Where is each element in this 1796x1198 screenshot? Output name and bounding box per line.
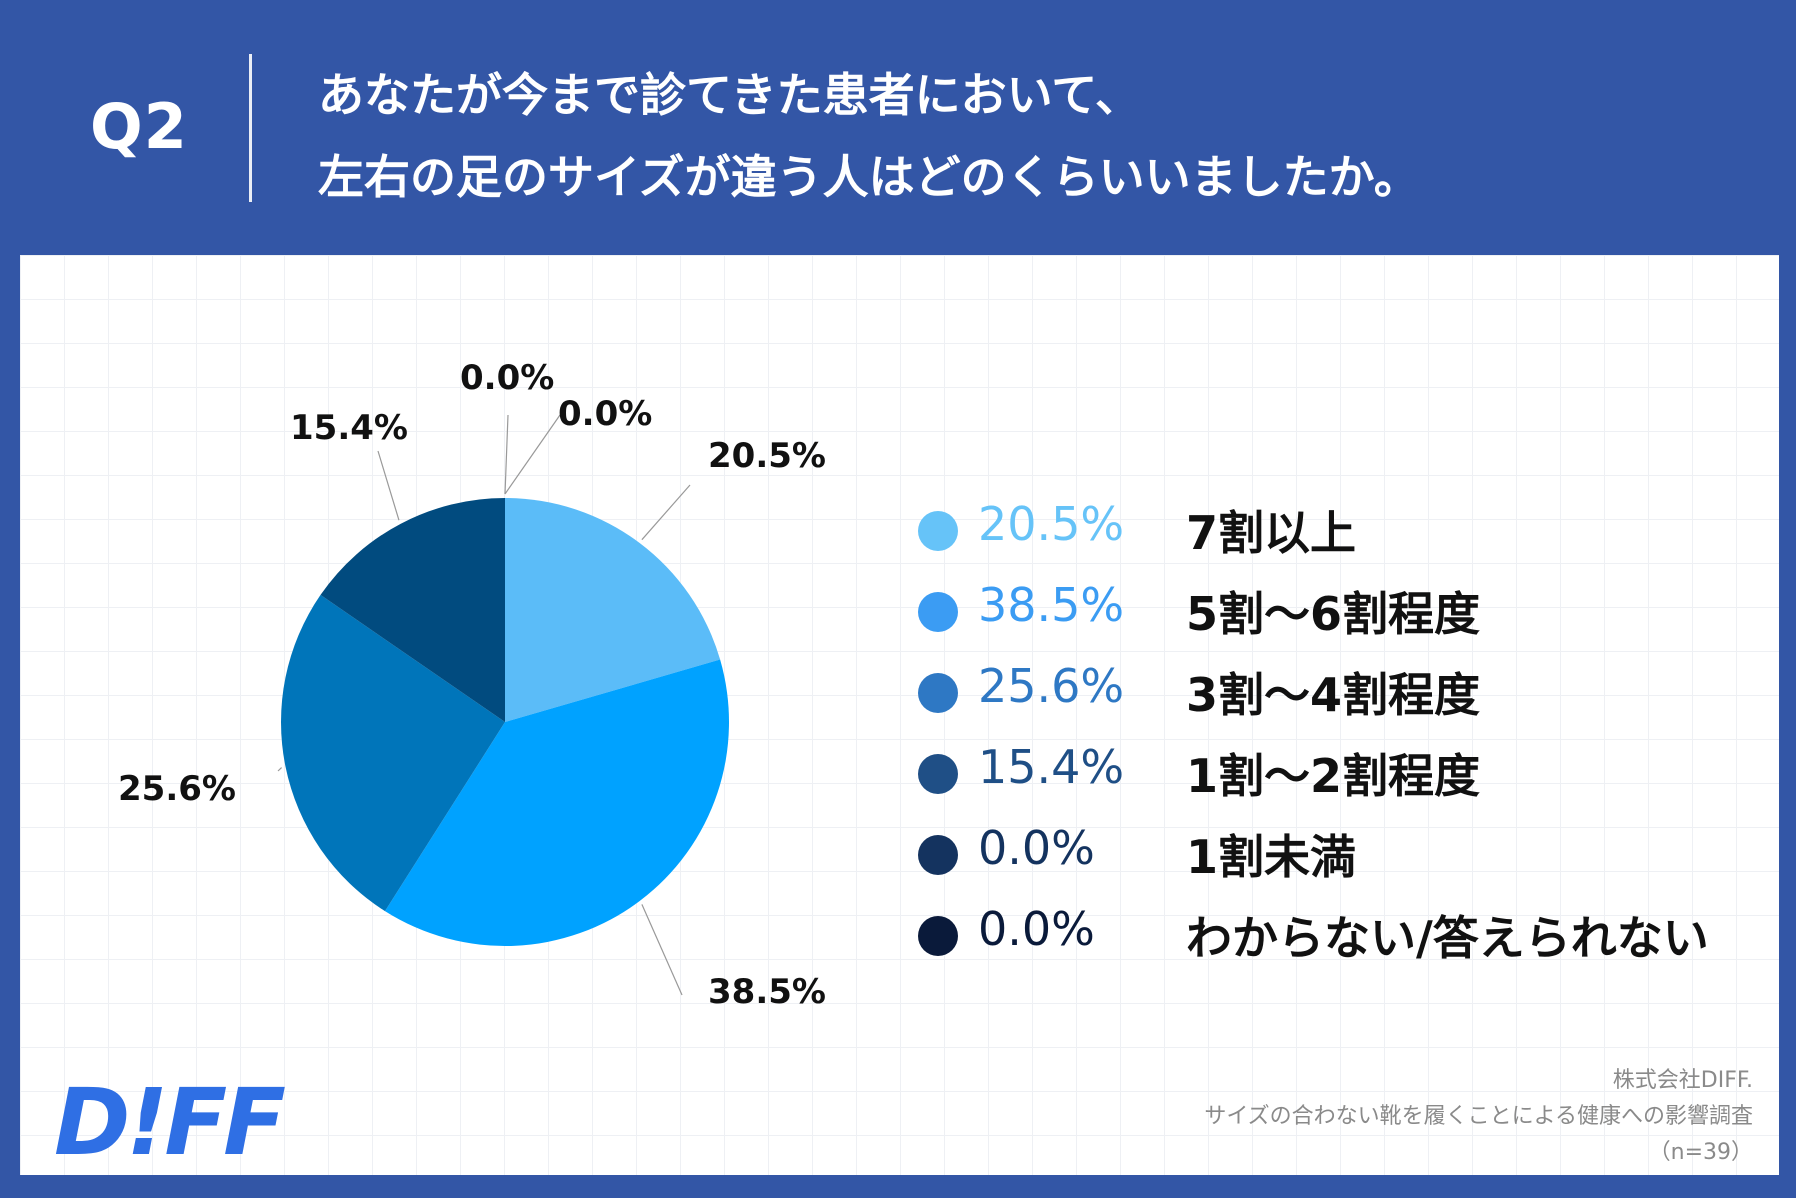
- data-label: 38.5%: [708, 972, 826, 1012]
- legend-dot-icon: [918, 754, 958, 794]
- legend-label: 3割〜4割程度: [1186, 668, 1481, 722]
- data-label: 20.5%: [708, 436, 826, 476]
- legend-row: 25.6% 3割〜4割程度: [918, 649, 1738, 730]
- legend-row: 0.0% 1割未満: [918, 811, 1738, 892]
- source-company: 株式会社DIFF.: [1612, 1068, 1753, 1093]
- legend-label: 7割以上: [1186, 506, 1357, 560]
- legend-label: わからない/答えられない: [1186, 911, 1709, 965]
- pie-slice: [384, 659, 729, 946]
- legend-row: 20.5% 7割以上: [918, 487, 1738, 568]
- leader-line: [377, 450, 400, 521]
- legend-row: 38.5% 5割〜6割程度: [918, 568, 1738, 649]
- legend-dot-icon: [918, 673, 958, 713]
- legend-percent: 0.0%: [978, 902, 1095, 956]
- question-label: Q2: [90, 90, 188, 163]
- pie-slice: [281, 594, 505, 912]
- data-label: 0.0%: [460, 358, 554, 398]
- legend-row: 15.4% 1割〜2割程度: [918, 730, 1738, 811]
- legend: 20.5% 7割以上 38.5% 5割〜6割程度 25.6% 3割〜4割程度 1…: [918, 487, 1738, 973]
- pie-chart: 20.5% 38.5% 25.6% 15.4% 0.0%0.0%: [118, 358, 826, 1012]
- leader-line: [504, 414, 561, 495]
- data-label: 0.0%: [558, 394, 652, 434]
- chart-panel: 20.5% 38.5% 25.6% 15.4% 0.0% 0.0% 20.5% 7割以上 …: [20, 255, 1779, 1175]
- source-sample-size: （n=39）: [1648, 1140, 1753, 1165]
- pie-slice: [505, 498, 721, 722]
- leader-line: [641, 484, 691, 541]
- question-title: あなたが今まで診てきた患者において、 左右の足のサイズが違う人はどのくらいいまし…: [318, 54, 1738, 218]
- legend-dot-icon: [918, 592, 958, 632]
- leader-line: [641, 904, 683, 996]
- source-survey: サイズの合わない靴を履くことによる健康への影響調査: [1204, 1104, 1753, 1129]
- leader-line: [277, 767, 283, 772]
- legend-percent: 15.4%: [978, 740, 1125, 794]
- legend-row: 0.0% わからない/答えられない: [918, 892, 1738, 973]
- legend-dot-icon: [918, 916, 958, 956]
- legend-label: 5割〜6割程度: [1186, 587, 1481, 641]
- legend-percent: 38.5%: [978, 578, 1125, 632]
- data-label: 15.4%: [290, 408, 408, 448]
- question-title-line-2: 左右の足のサイズが違う人はどのくらいいましたか。: [318, 150, 1420, 204]
- legend-label: 1割〜2割程度: [1186, 749, 1481, 803]
- legend-label: 1割未満: [1186, 830, 1357, 884]
- legend-dot-icon: [918, 835, 958, 875]
- header: Q2 あなたが今まで診てきた患者において、 左右の足のサイズが違う人はどのくらい…: [0, 0, 1796, 255]
- legend-percent: 25.6%: [978, 659, 1125, 713]
- header-divider: [249, 54, 252, 202]
- source-note: 株式会社DIFF. サイズの合わない靴を履くことによる健康への影響調査 （n=3…: [1204, 1063, 1753, 1171]
- diff-logo: D!FF: [54, 1069, 286, 1176]
- data-label: 25.6%: [118, 769, 236, 809]
- question-title-line-1: あなたが今まで診てきた患者において、: [318, 68, 1141, 122]
- pie-slice: [320, 498, 505, 722]
- leader-line: [504, 414, 509, 495]
- legend-percent: 20.5%: [978, 497, 1125, 551]
- legend-percent: 0.0%: [978, 821, 1095, 875]
- legend-dot-icon: [918, 511, 958, 551]
